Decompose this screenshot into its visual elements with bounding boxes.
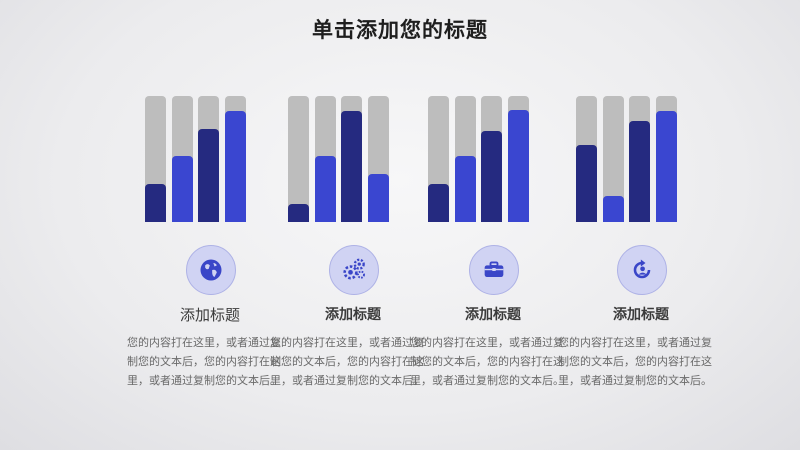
bar-4-1: [576, 145, 597, 222]
bar-track-4-4: [655, 96, 677, 222]
bar-3-2: [454, 156, 476, 222]
group-heading-2: 添加标题: [325, 307, 381, 323]
bar-track-3-4: [507, 96, 529, 222]
bar-4-4: [655, 111, 677, 222]
group-text-4: 您的内容打在这里，或者通过复制您的文本后，您的内容打在这里，或者通过复制您的文本…: [558, 336, 712, 387]
bar-track-3-2: [454, 96, 476, 222]
bar-2-3: [341, 111, 362, 222]
group-heading-1: 添加标题: [179, 306, 240, 324]
group-text-1: 您的内容打在这里，或者通过复制您的文本后，您的内容打在这里，或者通过复制您的文本…: [127, 336, 281, 387]
bar-3-1: [428, 184, 449, 222]
briefcase-icon: [484, 261, 504, 277]
bar-1-4: [224, 111, 246, 222]
group-heading-3: 添加标题: [465, 307, 521, 323]
globe-icon: [200, 259, 222, 281]
bar-2-4: [367, 174, 389, 222]
group-heading-4: 添加标题: [613, 307, 669, 323]
icon-badge-4: [617, 245, 667, 295]
icon-badge-1: [186, 245, 236, 295]
bar-track-1-4: [224, 96, 246, 222]
bar-track-1-3: [198, 96, 219, 222]
gears-icon: [343, 258, 365, 280]
bar-track-2-2: [314, 96, 336, 222]
bar-track-3-1: [428, 96, 449, 222]
bar-track-2-4: [367, 96, 389, 222]
bar-3-4: [507, 109, 529, 222]
bar-2-1: [288, 204, 309, 222]
bar-1-1: [145, 184, 166, 222]
bar-4-3: [629, 121, 650, 222]
bar-track-1-2: [171, 96, 193, 222]
bar-chart-3: [428, 96, 558, 222]
bar-chart-4: [576, 96, 706, 222]
bar-track-2-1: [288, 96, 309, 222]
bar-track-4-2: [602, 96, 624, 222]
bar-4-2: [602, 195, 624, 222]
bar-track-4-1: [576, 96, 597, 222]
bar-1-3: [198, 128, 219, 222]
bar-1-2: [171, 156, 193, 222]
icon-badge-2: [329, 245, 379, 295]
group-text-2: 您的内容打在这里，或者通过复制您的文本后，您的内容打在这里，或者通过复制您的文本…: [270, 336, 424, 387]
bar-2-2: [314, 156, 336, 222]
bar-chart-2: [288, 96, 418, 222]
bar-track-4-3: [629, 96, 650, 222]
page-title: 单击添加您的标题: [312, 18, 488, 42]
refresh-user-icon: [633, 259, 651, 279]
icon-badge-3: [469, 245, 519, 295]
bar-track-1-1: [145, 96, 166, 222]
bar-3-3: [481, 131, 502, 222]
bar-chart-1: [145, 96, 275, 222]
bar-track-2-3: [341, 96, 362, 222]
group-text-3: 您的内容打在这里，或者通过复制您的文本后，您的内容打在这里，或者通过复制您的文本…: [410, 336, 564, 387]
bar-track-3-3: [481, 96, 502, 222]
